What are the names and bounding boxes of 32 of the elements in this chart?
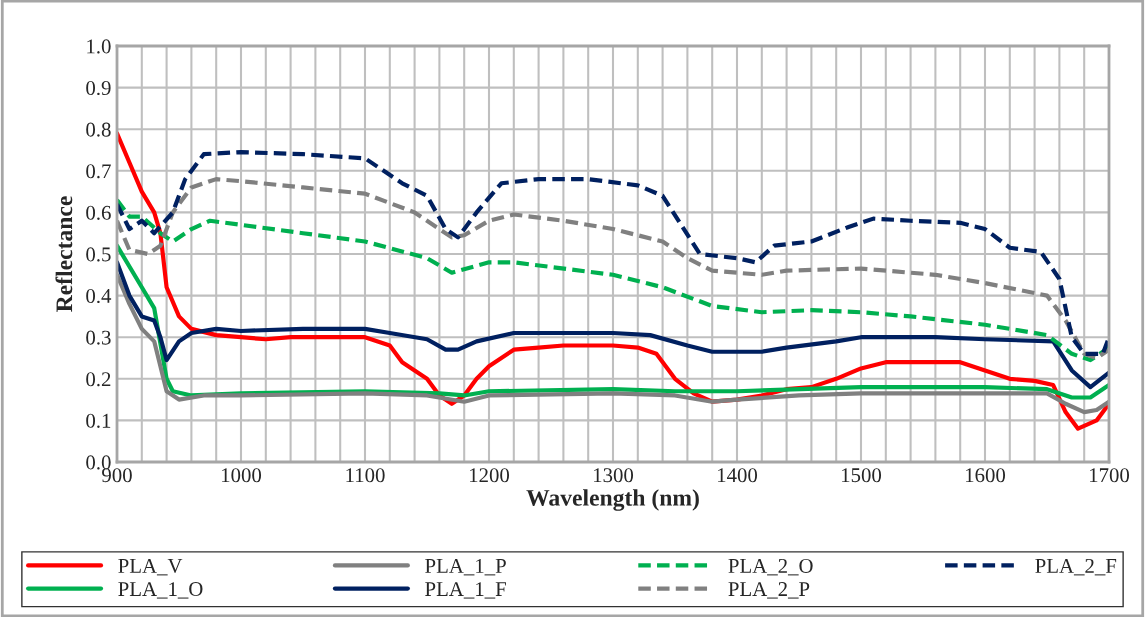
y-tick-label: 0.2 <box>86 372 111 387</box>
legend-label: PLA_2_F <box>1035 558 1117 576</box>
line-series <box>117 149 1109 356</box>
x-tick-label: 1500 <box>842 468 882 483</box>
x-axis-title: Wavelength (nm) <box>526 489 699 511</box>
x-tick-label: 1300 <box>594 468 634 483</box>
y-tick-label: 0.7 <box>86 164 111 179</box>
legend-label: PLA_1_O <box>118 582 203 599</box>
y-tick-label: 0.8 <box>86 122 111 137</box>
y-tick-label: 0.5 <box>86 247 111 262</box>
x-tick-label: 1400 <box>718 468 758 483</box>
legend-label: PLA_V <box>118 558 183 576</box>
x-tick-label: 1600 <box>966 468 1006 483</box>
x-tick-label: 900 <box>102 468 132 483</box>
line-series <box>117 272 1109 415</box>
y-tick-label: 0.0 <box>86 455 111 470</box>
x-tick-label: 1200 <box>470 468 510 483</box>
y-tick-label: 0.3 <box>86 330 111 345</box>
y-axis-title: Reflectance <box>55 196 73 312</box>
x-tick-label: 1000 <box>222 468 262 483</box>
y-tick-label: 0.9 <box>86 80 111 96</box>
legend-label: PLA_1_P <box>425 558 506 576</box>
line-series <box>117 260 1109 390</box>
legend-label: PLA_2_P <box>728 582 810 599</box>
y-tick-label: 0.6 <box>86 205 111 220</box>
legend-label: PLA_1_F <box>425 582 506 599</box>
y-tick-label: 0.4 <box>86 288 112 304</box>
y-tick-label: 0.1 <box>86 413 111 428</box>
legend-label: PLA_2_O <box>728 558 813 576</box>
x-tick-label: 1700 <box>1090 468 1130 483</box>
x-tick-label: 1100 <box>346 468 385 483</box>
y-tick-label: 1.0 <box>87 39 111 54</box>
